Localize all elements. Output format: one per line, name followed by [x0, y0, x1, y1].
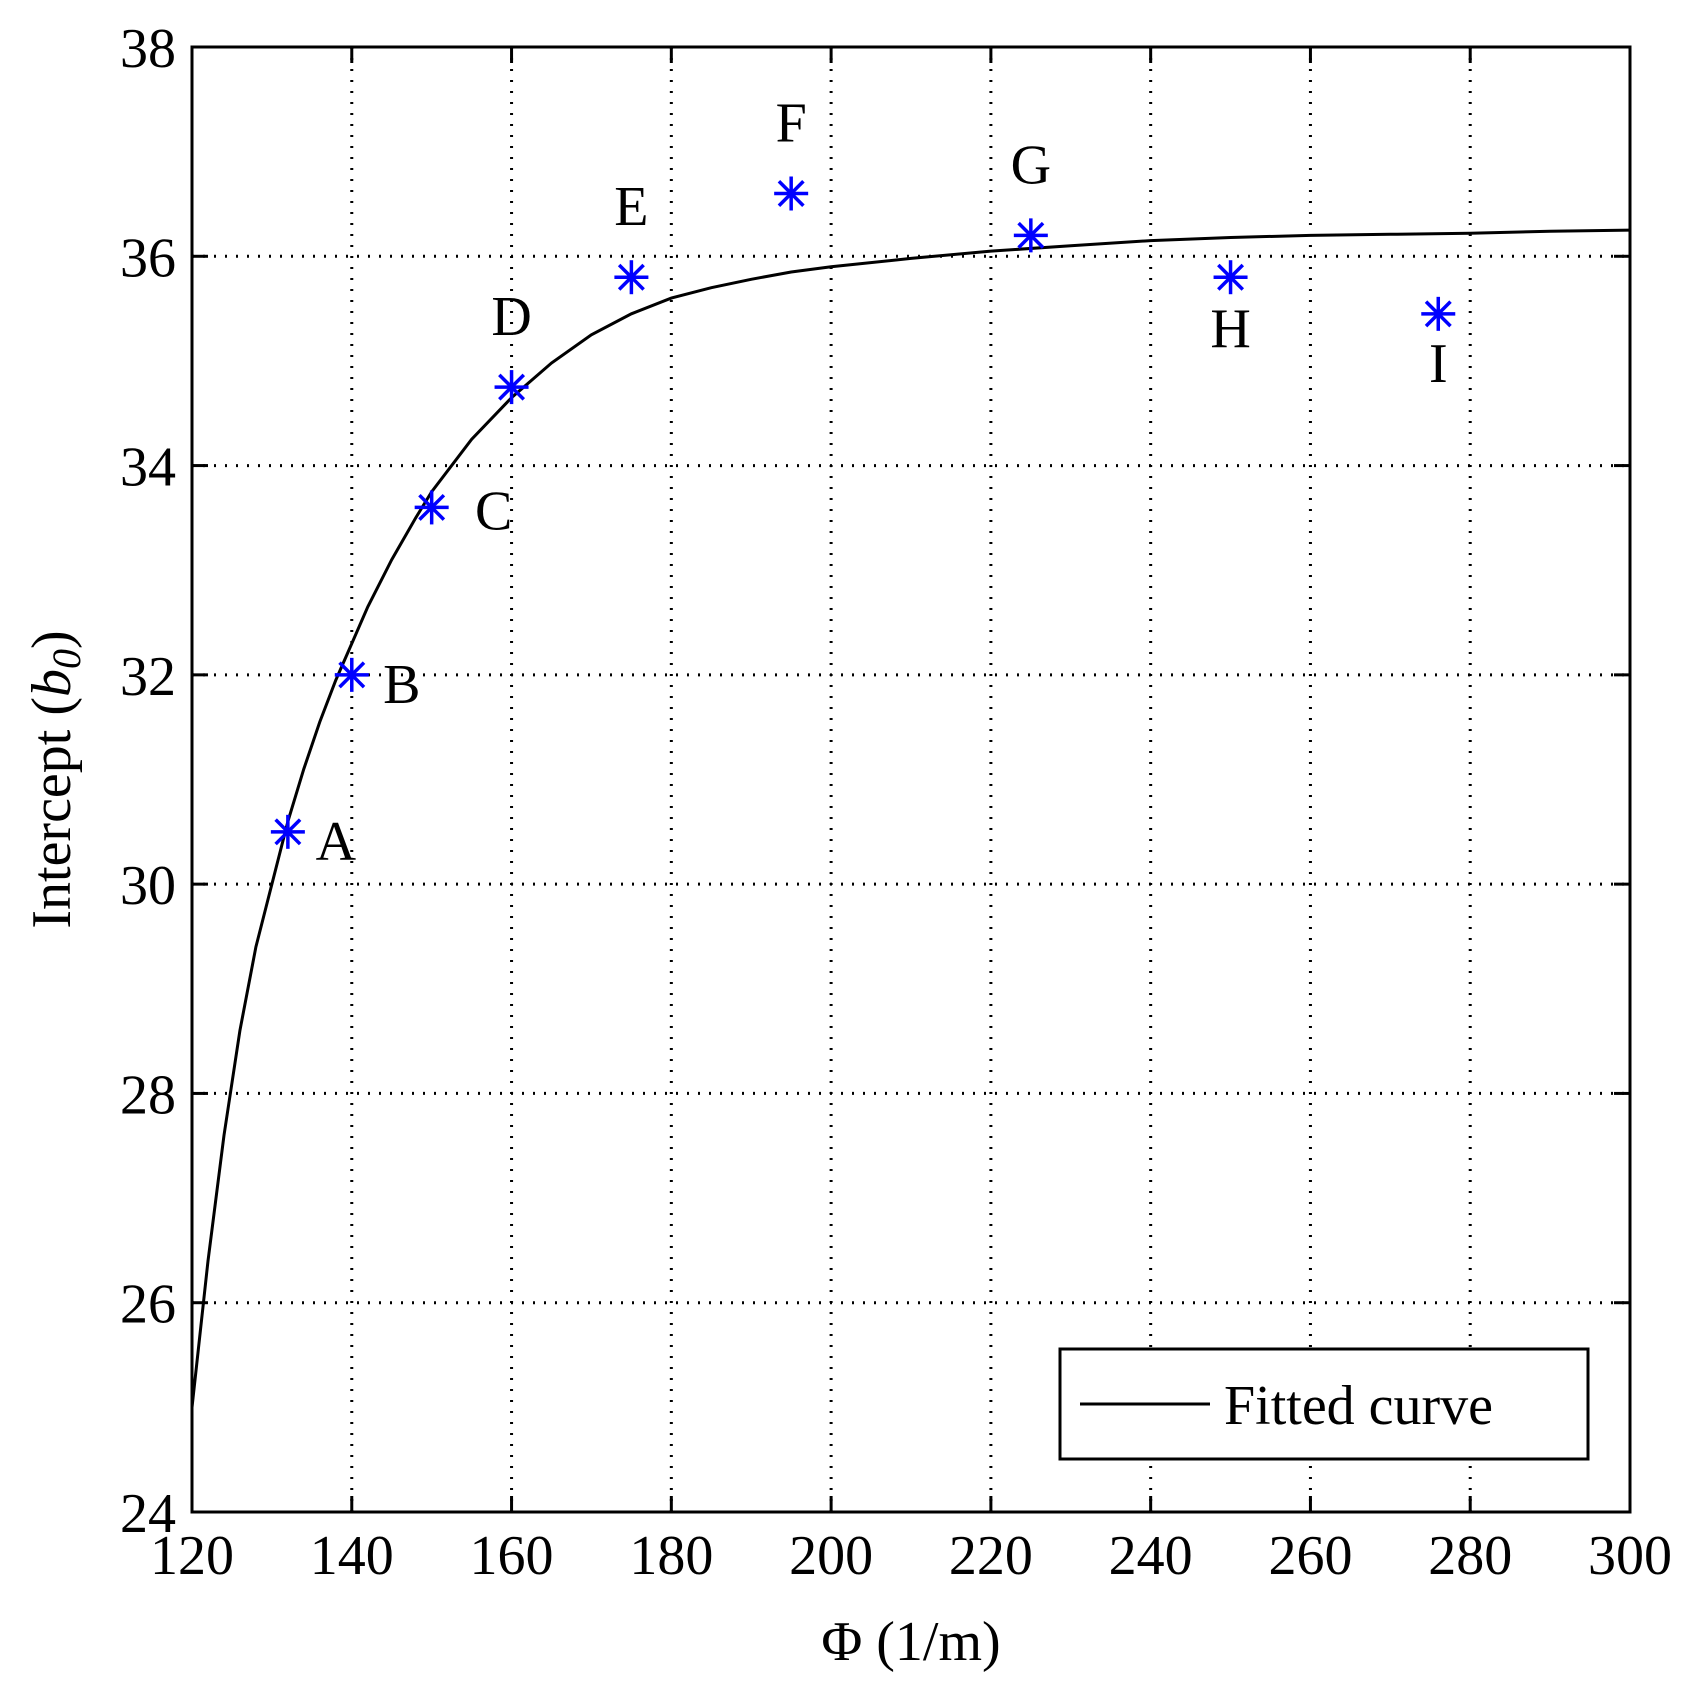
asterisk-marker-d2-F: [777, 180, 805, 207]
x-tick-label-240: 240: [1109, 1525, 1193, 1587]
axis-ticks: 120 140 160 180 200 220 240 260 280 300 24 26 28 30 32…: [120, 18, 1672, 1587]
data-point-G: G: [1011, 134, 1051, 253]
data-point-A: A: [270, 811, 357, 873]
plot-area-frame: [190, 45, 1632, 1514]
x-tick-label-200: 200: [789, 1525, 873, 1587]
x-tick-label-180: 180: [629, 1525, 713, 1587]
data-label-D: D: [491, 286, 531, 348]
data-label-C: C: [475, 480, 512, 542]
data-point-E: E: [614, 176, 648, 295]
asterisk-marker-d2-D: [498, 373, 526, 401]
data-label-H: H: [1210, 298, 1250, 360]
y-axis-label: Intercept (b0): [21, 630, 89, 928]
data-label-E: E: [614, 176, 648, 238]
y-axis-label-subscript: 0: [44, 649, 89, 669]
y-tick-label-36: 36: [120, 227, 176, 289]
x-tick-label-140: 140: [310, 1525, 394, 1587]
y-tick-label-32: 32: [120, 646, 176, 708]
x-tick-label-300: 300: [1588, 1525, 1672, 1587]
y-tick-label-26: 26: [120, 1274, 176, 1336]
data-point-I: I: [1421, 296, 1456, 395]
fitted-curve-layer: [190, 228, 1631, 1408]
legend-entry-fitted-curve: Fitted curve: [1224, 1375, 1493, 1437]
fitted-curve-line: [190, 228, 1631, 1408]
data-point-D: D: [491, 286, 532, 405]
data-label-B: B: [383, 654, 420, 716]
asterisk-marker-d2-H: [1217, 263, 1245, 291]
y-tick-label-34: 34: [120, 437, 176, 499]
y-tick-label-24: 24: [120, 1483, 176, 1545]
data-points-layer: A B C D E F G H I: [270, 93, 1456, 873]
x-tick-label-260: 260: [1268, 1525, 1352, 1587]
y-axis-label-symbol: b: [21, 669, 83, 697]
x-axis-label: Φ (1/m): [821, 1611, 1000, 1673]
x-tick-label-280: 280: [1428, 1525, 1512, 1587]
grid-lines: [192, 47, 1630, 1512]
y-tick-label-28: 28: [120, 1064, 176, 1126]
y-tick-label-38: 38: [120, 18, 176, 80]
legend: Fitted curve: [1058, 1347, 1590, 1461]
y-tick-label-30: 30: [120, 855, 176, 917]
y-axis-label-text: Intercept (: [21, 697, 83, 929]
asterisk-marker-d2-I: [1424, 300, 1452, 328]
asterisk-marker-d2-A: [274, 818, 302, 846]
data-label-A: A: [316, 811, 357, 873]
data-label-I: I: [1429, 333, 1448, 395]
asterisk-marker-d2-B: [338, 661, 366, 689]
y-axis-label-close: ): [21, 630, 83, 649]
data-point-F: F: [774, 93, 809, 211]
data-point-B: B: [334, 654, 420, 716]
x-tick-label-220: 220: [949, 1525, 1033, 1587]
data-label-F: F: [776, 93, 807, 155]
data-point-C: C: [414, 480, 512, 542]
asterisk-marker-d2-G: [1017, 221, 1045, 249]
data-label-G: G: [1011, 134, 1051, 196]
asterisk-marker-d2-C: [418, 493, 446, 521]
x-tick-label-160: 160: [470, 1525, 554, 1587]
x-tick-label-120: 120: [150, 1525, 234, 1587]
data-point-H: H: [1210, 260, 1251, 360]
asterisk-marker-d2-E: [617, 263, 645, 291]
